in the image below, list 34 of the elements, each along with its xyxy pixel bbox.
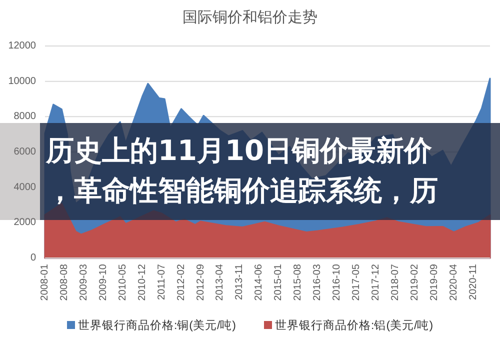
- x-tick-label: 2014-06: [254, 264, 265, 301]
- x-tick-label: 2008-01: [40, 264, 50, 301]
- x-tick-label: 2020-11: [468, 264, 479, 300]
- y-tick-label: 2000: [14, 217, 36, 228]
- annotation: 历史上的11月10日铜价最新价，革命性智能铜价追踪系统，历: [46, 133, 439, 209]
- x-tick-label: 2010-12: [136, 264, 148, 301]
- x-tick-label: 2012-09: [195, 264, 206, 301]
- y-tick-label: 10000: [8, 76, 36, 87]
- x-tick-label: 2015-08: [292, 264, 304, 301]
- y-tick-label: 4000: [14, 182, 36, 193]
- x-tick-label: 2016-10: [332, 264, 343, 301]
- x-tick-label: 2012-02: [176, 264, 187, 301]
- x-tick-label: 2016-03: [312, 264, 324, 301]
- chart-title: 国际铜价和铝价走势: [182, 9, 318, 26]
- x-tick-label: 2019-02: [409, 264, 420, 301]
- legend-label: 世界银行商品价格:铜(美元/吨): [78, 320, 236, 332]
- x-tick-label: 2013-11: [234, 264, 246, 300]
- y-tick-label: 12000: [8, 40, 36, 52]
- x-tick-label: 2018-07: [390, 264, 401, 301]
- y-tick-label: 6000: [14, 146, 36, 158]
- x-tick-label: 2019-09: [428, 264, 440, 301]
- x-tick-label: 2011-07: [156, 264, 168, 300]
- x-tick-label: 2020-04: [448, 264, 460, 301]
- x-tick-label: 2008-08: [58, 264, 70, 301]
- x-tick-label: 2013-04: [214, 264, 226, 301]
- y-tick-label: 8000: [14, 111, 36, 122]
- x-tick-label: 2015-01: [273, 264, 284, 301]
- legend-label: 世界银行商品价格:铝(美元/吨): [275, 320, 434, 332]
- x-tick-label: 2017-05: [351, 264, 362, 301]
- x-tick-label: 2009-03: [78, 264, 90, 301]
- x-tick-label: 2017-12: [370, 264, 382, 301]
- x-tick-label: 2009-10: [98, 264, 109, 301]
- y-tick-label: 0: [30, 252, 36, 264]
- x-tick-label: 2010-05: [117, 264, 128, 301]
